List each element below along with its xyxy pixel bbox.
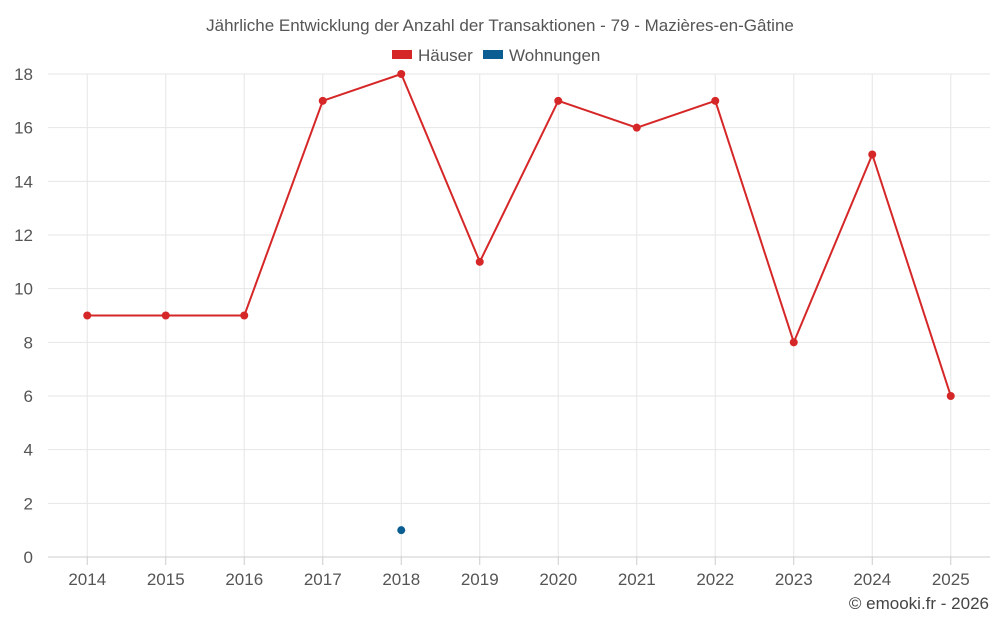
data-point-haeuser-2022[interactable] bbox=[711, 96, 720, 105]
y-tick-label-18: 18 bbox=[14, 65, 33, 84]
data-point-haeuser-2018[interactable] bbox=[397, 70, 406, 78]
legend-swatch-haeuser bbox=[392, 50, 412, 59]
x-tick-label-2021: 2021 bbox=[618, 570, 656, 589]
y-tick-label-10: 10 bbox=[14, 280, 33, 299]
data-point-haeuser-2017[interactable] bbox=[318, 96, 327, 105]
series-layer bbox=[83, 70, 955, 535]
legend-item-wohnungen[interactable]: Wohnungen bbox=[483, 46, 600, 65]
legend-swatch-wohnungen bbox=[483, 50, 503, 59]
x-tick-label-2023: 2023 bbox=[775, 570, 813, 589]
series-haeuser bbox=[83, 70, 955, 400]
x-tick-label-2022: 2022 bbox=[696, 570, 734, 589]
y-tick-label-0: 0 bbox=[24, 548, 33, 567]
x-tick-label-2025: 2025 bbox=[932, 570, 970, 589]
data-point-haeuser-2014[interactable] bbox=[83, 311, 92, 320]
x-tick-label-2015: 2015 bbox=[147, 570, 185, 589]
y-axis: 0 2 4 6 8 10 12 14 16 18 bbox=[14, 65, 33, 567]
y-tick-label-2: 2 bbox=[24, 494, 33, 513]
data-point-haeuser-2015[interactable] bbox=[161, 311, 170, 320]
legend-label-haeuser: Häuser bbox=[418, 46, 473, 65]
x-tick-label-2014: 2014 bbox=[68, 570, 106, 589]
grid bbox=[48, 73, 990, 557]
data-point-haeuser-2025[interactable] bbox=[946, 392, 955, 400]
legend-label-wohnungen: Wohnungen bbox=[509, 46, 600, 65]
x-tick-label-2020: 2020 bbox=[539, 570, 577, 589]
data-point-haeuser-2021[interactable] bbox=[632, 123, 641, 132]
data-point-haeuser-2020[interactable] bbox=[554, 96, 563, 105]
x-tick-label-2024: 2024 bbox=[853, 570, 891, 589]
series-line-haeuser bbox=[87, 73, 952, 397]
data-point-haeuser-2023[interactable] bbox=[789, 338, 798, 347]
x-tick-label-2019: 2019 bbox=[461, 570, 499, 589]
data-point-wohnungen-2018[interactable] bbox=[397, 526, 406, 535]
x-tick-label-2018: 2018 bbox=[382, 570, 420, 589]
y-tick-label-6: 6 bbox=[24, 387, 33, 406]
x-axis: 2014 2015 2016 2017 2018 2019 2020 2021 2022 2023… bbox=[48, 556, 990, 589]
y-tick-label-14: 14 bbox=[14, 172, 33, 191]
x-tick-label-2017: 2017 bbox=[304, 570, 342, 589]
credit-text: © emooki.fr - 2026 bbox=[849, 594, 989, 613]
legend-item-haeuser[interactable]: Häuser bbox=[392, 46, 473, 65]
series-wohnungen bbox=[397, 526, 406, 535]
legend: Häuser Wohnungen bbox=[392, 46, 600, 65]
y-tick-label-4: 4 bbox=[24, 441, 33, 460]
y-tick-label-8: 8 bbox=[24, 333, 33, 352]
y-tick-label-12: 12 bbox=[14, 226, 33, 245]
data-point-haeuser-2019[interactable] bbox=[475, 257, 484, 266]
x-tick-label-2016: 2016 bbox=[225, 570, 263, 589]
data-point-haeuser-2016[interactable] bbox=[240, 311, 249, 320]
data-point-haeuser-2024[interactable] bbox=[868, 150, 877, 159]
chart-title: Jährliche Entwicklung der Anzahl der Tra… bbox=[206, 16, 794, 35]
y-tick-label-16: 16 bbox=[14, 119, 33, 138]
